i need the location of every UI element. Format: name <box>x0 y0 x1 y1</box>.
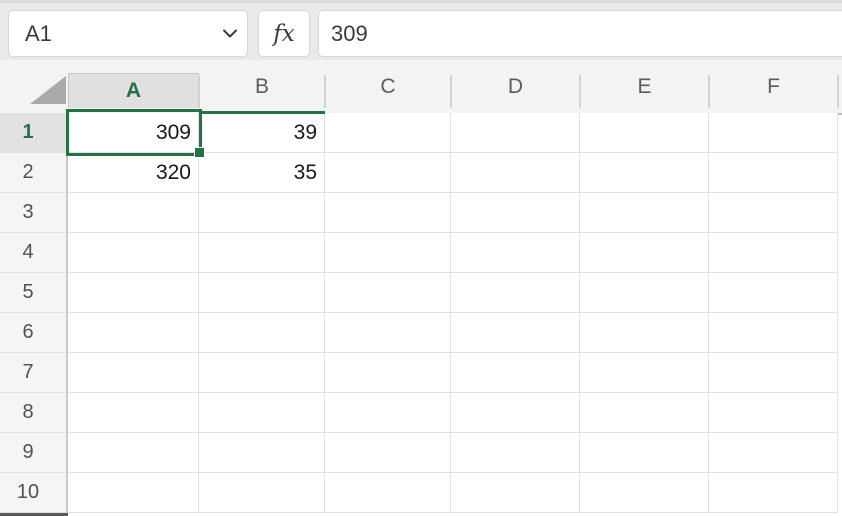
cell-C9[interactable] <box>325 433 451 473</box>
cell-A10[interactable] <box>68 473 199 513</box>
cell-F4[interactable] <box>709 233 838 273</box>
fx-icon: fx <box>273 20 295 47</box>
formula-toolbar: A1 fx 309 <box>0 0 842 60</box>
row-header-8[interactable]: 8 <box>0 393 68 433</box>
cell-D8[interactable] <box>451 393 580 433</box>
cell-E5[interactable] <box>580 273 709 313</box>
cell-E10[interactable] <box>580 473 709 513</box>
cell-B9[interactable] <box>199 433 325 473</box>
cell-F8[interactable] <box>709 393 838 433</box>
select-all-button[interactable] <box>0 60 68 113</box>
cell-F9[interactable] <box>709 433 838 473</box>
column-header-D[interactable]: D <box>507 74 524 98</box>
cell-A8[interactable] <box>68 393 199 433</box>
cell-F2[interactable] <box>709 153 838 193</box>
row-header-2[interactable]: 2 <box>0 153 68 193</box>
cell-C5[interactable] <box>325 273 451 313</box>
cell-D1[interactable] <box>451 113 580 153</box>
row-header-4[interactable]: 4 <box>0 233 68 273</box>
cell-A1[interactable]: 309 <box>68 113 199 153</box>
name-box-value: A1 <box>25 20 52 46</box>
cell-F10[interactable] <box>709 473 838 513</box>
column-separator <box>450 75 452 108</box>
cell-D7[interactable] <box>451 353 580 393</box>
row-header-7[interactable]: 7 <box>0 353 68 393</box>
column-separator <box>837 75 839 108</box>
cell-A7[interactable] <box>68 353 199 393</box>
column-separator <box>708 75 710 108</box>
cell-E6[interactable] <box>580 313 709 353</box>
name-box[interactable]: A1 <box>8 10 248 57</box>
row-header-3[interactable]: 3 <box>0 193 68 233</box>
select-all-triangle-icon <box>30 76 66 104</box>
cell-D5[interactable] <box>451 273 580 313</box>
column-header-E[interactable]: E <box>637 74 652 98</box>
cell-E1[interactable] <box>580 113 709 153</box>
sheet-grid: 1 309 39 2 320 35 3 4 5 6 7 8 9 10 <box>0 109 842 516</box>
cell-A2[interactable]: 320 <box>68 153 199 193</box>
cell-D3[interactable] <box>451 193 580 233</box>
cell-B7[interactable] <box>199 353 325 393</box>
cell-D9[interactable] <box>451 433 580 473</box>
cell-F7[interactable] <box>709 353 838 393</box>
cell-C7[interactable] <box>325 353 451 393</box>
row-header-9[interactable]: 9 <box>0 433 68 473</box>
column-header-B[interactable]: B <box>254 74 269 98</box>
cell-C8[interactable] <box>325 393 451 433</box>
fill-handle[interactable] <box>194 147 205 158</box>
cell-D10[interactable] <box>451 473 580 513</box>
cell-E4[interactable] <box>580 233 709 273</box>
cell-B4[interactable] <box>199 233 325 273</box>
cell-A3[interactable] <box>68 193 199 233</box>
cell-E3[interactable] <box>580 193 709 233</box>
cell-F5[interactable] <box>709 273 838 313</box>
cell-A4[interactable] <box>68 233 199 273</box>
cell-C3[interactable] <box>325 193 451 233</box>
column-separator <box>324 75 326 108</box>
column-header-F[interactable]: F <box>767 74 780 98</box>
column-separator <box>579 75 581 108</box>
cell-B6[interactable] <box>199 313 325 353</box>
cell-B8[interactable] <box>199 393 325 433</box>
cell-A6[interactable] <box>68 313 199 353</box>
cell-B2[interactable]: 35 <box>199 153 325 193</box>
cell-B1[interactable]: 39 <box>199 113 325 153</box>
cell-F1[interactable] <box>709 113 838 153</box>
row-header-5[interactable]: 5 <box>0 273 68 313</box>
cell-F6[interactable] <box>709 313 838 353</box>
column-header-band: A B C D E F <box>0 60 842 115</box>
column-header-A[interactable]: A <box>68 73 199 108</box>
cell-B10[interactable] <box>199 473 325 513</box>
cell-E9[interactable] <box>580 433 709 473</box>
cell-D6[interactable] <box>451 313 580 353</box>
cell-A5[interactable] <box>68 273 199 313</box>
cell-D2[interactable] <box>451 153 580 193</box>
cell-E2[interactable] <box>580 153 709 193</box>
cell-E8[interactable] <box>580 393 709 433</box>
formula-bar[interactable]: 309 <box>318 10 842 57</box>
cell-C6[interactable] <box>325 313 451 353</box>
chevron-down-icon[interactable] <box>223 29 237 38</box>
cell-E7[interactable] <box>580 353 709 393</box>
row-header-10[interactable]: 10 <box>0 473 68 513</box>
formula-bar-value: 309 <box>331 20 368 46</box>
column-header-C[interactable]: C <box>380 74 396 98</box>
cell-C4[interactable] <box>325 233 451 273</box>
insert-function-button[interactable]: fx <box>258 10 310 57</box>
cell-C10[interactable] <box>325 473 451 513</box>
cell-D4[interactable] <box>451 233 580 273</box>
cell-C1[interactable] <box>325 113 451 153</box>
cell-B5[interactable] <box>199 273 325 313</box>
column-separator <box>198 75 200 108</box>
cell-B3[interactable] <box>199 193 325 233</box>
row-header-1[interactable]: 1 <box>0 113 68 153</box>
sheet-bottom-edge <box>0 513 68 516</box>
row-header-6[interactable]: 6 <box>0 313 68 353</box>
cell-C2[interactable] <box>325 153 451 193</box>
cell-A9[interactable] <box>68 433 199 473</box>
cell-F3[interactable] <box>709 193 838 233</box>
